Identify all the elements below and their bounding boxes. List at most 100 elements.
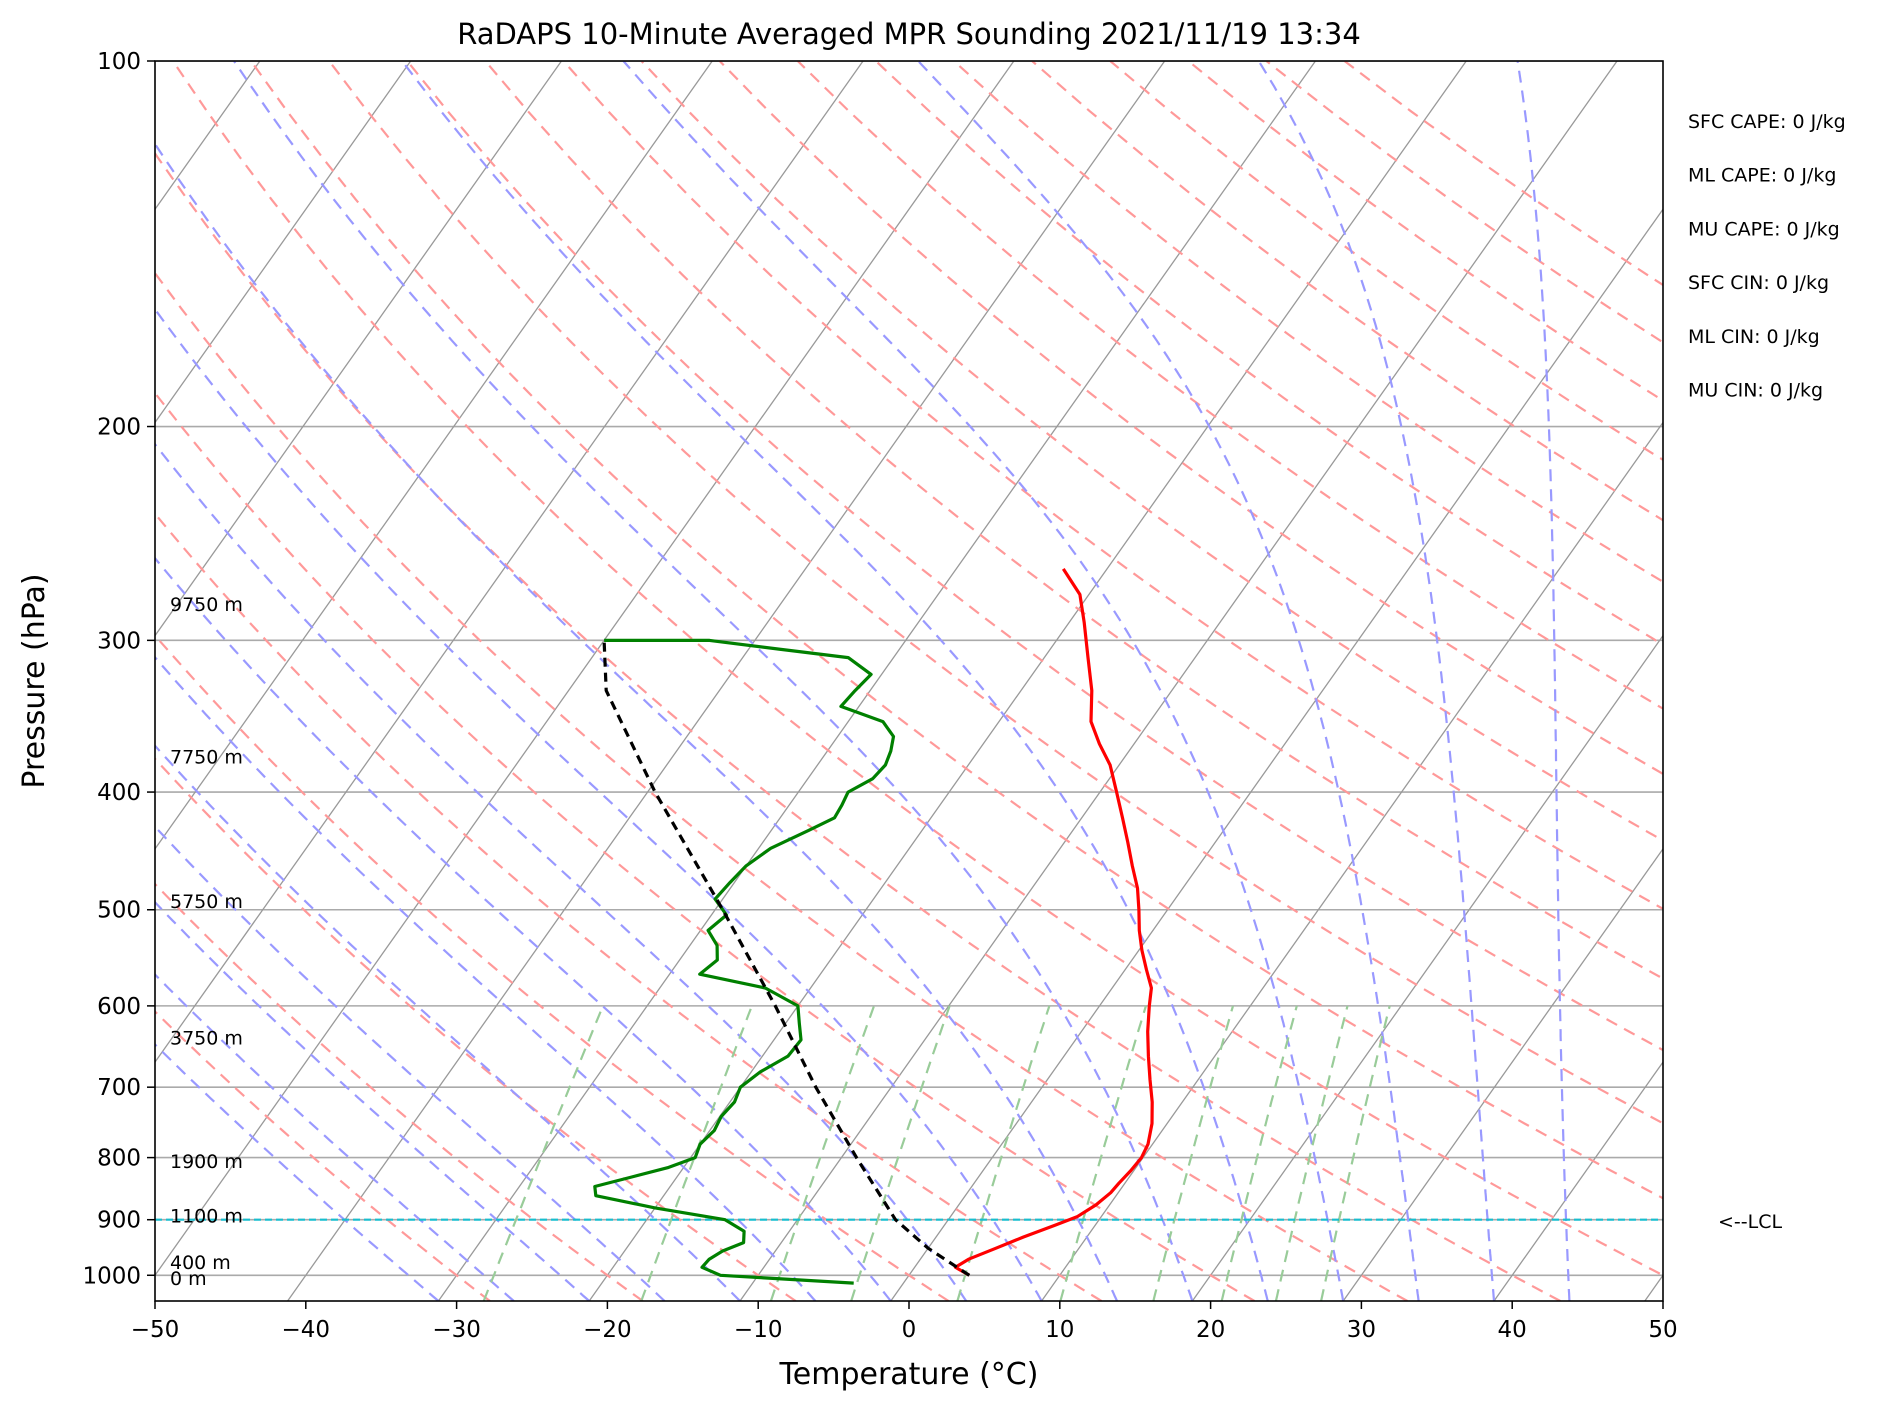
x-tick-label: −10	[734, 1317, 783, 1343]
dry-adiabat-line	[875, 61, 1663, 646]
dry-adiabat-line	[171, 61, 1663, 1277]
dry-adiabat-line	[328, 61, 1663, 1125]
stability-indices: SFC CAPE: 0 J/kg ML CAPE: 0 J/kg MU CAPE: …	[1688, 111, 1846, 402]
mixing-ratio-line	[1274, 1005, 1349, 1301]
dry-adiabat-line	[562, 61, 1663, 911]
moist-adiabat-line	[155, 744, 741, 1301]
height-label: 1900 m	[170, 1151, 243, 1173]
dry-adiabat-line	[155, 391, 1256, 1301]
moist-adiabat-line	[155, 141, 1119, 1301]
index-label: MU CIN: 0 J/kg	[1688, 380, 1823, 402]
mixing-ratio-line	[482, 1005, 605, 1301]
moist-adiabat-line	[155, 825, 666, 1301]
isotherm-line	[155, 61, 562, 637]
y-axis-ticks: 1000 900 800 700 600 500 400 300 200 100	[82, 49, 155, 1289]
lcl-label: <--LCL	[1718, 1211, 1782, 1233]
dry-adiabat-line	[718, 61, 1663, 776]
dry-adiabat-line	[640, 61, 1663, 842]
dry-adiabat-line	[250, 61, 1663, 1200]
dry-adiabat-line	[1031, 61, 1663, 522]
isotherm-line	[287, 61, 1166, 1301]
x-tick-label: 30	[1347, 1317, 1376, 1343]
dry-adiabat-line	[155, 271, 1408, 1301]
dewpoint-line	[593, 638, 896, 1285]
y-tick-label: 800	[97, 1146, 141, 1172]
dry-adiabat-line	[1109, 61, 1663, 462]
y-tick-label: 700	[97, 1075, 141, 1101]
isotherm-line	[155, 61, 864, 1064]
x-axis-label: Temperature (°C)	[779, 1357, 1039, 1392]
moist-adiabat-line	[233, 61, 1194, 1301]
y-axis-label: Pressure (hPa)	[17, 573, 52, 788]
x-tick-label: 10	[1045, 1317, 1074, 1343]
moist-adiabat-line	[622, 61, 1345, 1301]
dry-adiabat-line	[155, 633, 950, 1301]
moist-adiabat-line	[155, 442, 968, 1301]
moist-adiabat-line	[917, 61, 1420, 1301]
isotherm-line	[155, 61, 412, 424]
y-tick-label: 1000	[82, 1263, 141, 1289]
isotherm-line	[437, 61, 1316, 1301]
isotherm-line	[1041, 421, 1663, 1301]
dry-adiabat-line	[406, 61, 1663, 1052]
dry-adiabat-line	[1343, 61, 1663, 287]
moist-adiabat-line	[155, 900, 590, 1301]
x-tick-label: 50	[1648, 1317, 1677, 1343]
isotherm-line	[155, 61, 713, 850]
moist-adiabat-line	[155, 1042, 440, 1301]
moist-adiabat-line	[1516, 61, 1571, 1301]
isotherm-line	[1796, 61, 1882, 1301]
x-tick-label: −30	[432, 1317, 481, 1343]
mixing-ratio-line	[1320, 1005, 1391, 1301]
x-tick-label: 0	[902, 1317, 917, 1343]
mixing-ratio-line	[1220, 1005, 1298, 1301]
dry-adiabat-line	[484, 61, 1663, 980]
isotherm-line	[1191, 634, 1663, 1301]
isotherm-line	[1493, 1060, 1663, 1301]
height-label: 1100 m	[170, 1206, 243, 1228]
x-tick-label: 40	[1498, 1317, 1527, 1343]
index-label: ML CIN: 0 J/kg	[1688, 326, 1820, 348]
x-tick-label: −40	[282, 1317, 331, 1343]
mixing-ratio-line	[640, 1005, 753, 1301]
isotherm-line	[155, 61, 1015, 1277]
moist-adiabat-line	[155, 655, 817, 1301]
y-tick-label: 200	[97, 415, 141, 441]
moist-adiabat-line	[155, 307, 1043, 1301]
chart-title: RaDAPS 10-Minute Averaged MPR Sounding 2…	[457, 17, 1361, 51]
index-label: SFC CIN: 0 J/kg	[1688, 272, 1829, 294]
mixing-ratio-line	[1152, 1005, 1235, 1301]
x-tick-label: −50	[131, 1317, 180, 1343]
dry-adiabat-line	[796, 61, 1663, 710]
moist-adiabat-line	[401, 61, 1269, 1301]
height-label: 3750 m	[170, 1027, 243, 1049]
isotherm-line	[1644, 1274, 1663, 1301]
height-label: 400 m	[170, 1252, 231, 1274]
height-label: 9750 m	[170, 594, 243, 616]
dry-adiabat-line	[1187, 61, 1663, 402]
plot-frame	[154, 60, 1664, 1302]
y-tick-label: 100	[97, 49, 141, 75]
index-label: SFC CAPE: 0 J/kg	[1688, 111, 1846, 133]
index-label: MU CAPE: 0 J/kg	[1688, 218, 1840, 240]
dry-adiabat-line	[155, 1010, 491, 1301]
height-label: 5750 m	[170, 891, 243, 913]
index-label: ML CAPE: 0 J/kg	[1688, 165, 1836, 187]
dry-adiabat-line	[155, 882, 644, 1301]
temperature-line	[953, 568, 1154, 1277]
isotherm-line	[1342, 847, 1663, 1301]
y-tick-label: 600	[97, 994, 141, 1020]
mixing-ratio-line	[1059, 1005, 1147, 1301]
moist-adiabat-line	[155, 973, 515, 1301]
y-tick-label: 900	[97, 1208, 141, 1234]
isotherm-line	[890, 208, 1663, 1301]
y-tick-label: 500	[97, 898, 141, 924]
series-lines	[593, 568, 1154, 1285]
moist-adiabat-line	[155, 556, 892, 1301]
height-label: 0 m	[170, 1268, 207, 1290]
dry-adiabat-line	[155, 151, 1561, 1301]
dry-adiabat-line	[155, 757, 797, 1301]
mixing-ratio-line	[769, 1005, 876, 1301]
x-tick-label: 20	[1196, 1317, 1225, 1343]
